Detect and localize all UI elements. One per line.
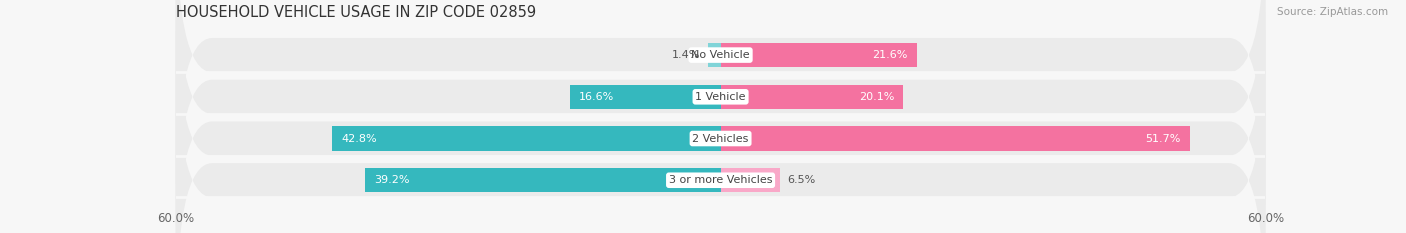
Bar <box>721 168 779 192</box>
Bar <box>707 43 721 67</box>
Text: Source: ZipAtlas.com: Source: ZipAtlas.com <box>1277 7 1388 17</box>
Text: 3 or more Vehicles: 3 or more Vehicles <box>669 175 772 185</box>
Text: 51.7%: 51.7% <box>1146 134 1181 144</box>
Bar <box>364 168 721 192</box>
Text: 1 Vehicle: 1 Vehicle <box>696 92 745 102</box>
Text: 42.8%: 42.8% <box>342 134 377 144</box>
Text: 39.2%: 39.2% <box>374 175 409 185</box>
Text: 1.4%: 1.4% <box>672 50 700 60</box>
Text: 2 Vehicles: 2 Vehicles <box>692 134 749 144</box>
Text: 20.1%: 20.1% <box>859 92 894 102</box>
FancyBboxPatch shape <box>176 0 1265 205</box>
Bar <box>721 85 903 109</box>
FancyBboxPatch shape <box>176 0 1265 233</box>
Bar <box>721 127 1189 151</box>
Bar <box>569 85 721 109</box>
Bar <box>332 127 721 151</box>
Text: No Vehicle: No Vehicle <box>692 50 749 60</box>
Text: 21.6%: 21.6% <box>872 50 908 60</box>
Text: 16.6%: 16.6% <box>579 92 614 102</box>
Bar <box>721 43 917 67</box>
Text: HOUSEHOLD VEHICLE USAGE IN ZIP CODE 02859: HOUSEHOLD VEHICLE USAGE IN ZIP CODE 0285… <box>176 5 536 20</box>
FancyBboxPatch shape <box>176 31 1265 233</box>
Text: 6.5%: 6.5% <box>787 175 815 185</box>
FancyBboxPatch shape <box>176 0 1265 233</box>
